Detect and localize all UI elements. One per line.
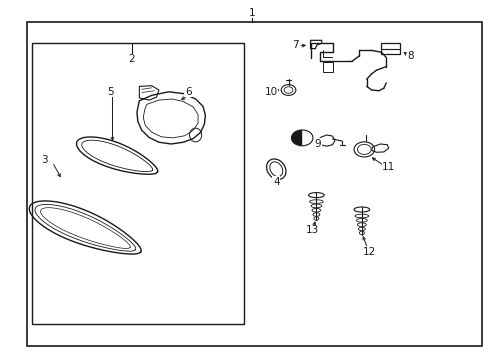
Wedge shape [291, 130, 302, 146]
Text: 3: 3 [41, 155, 47, 165]
Text: 13: 13 [305, 225, 318, 235]
Text: 5: 5 [106, 87, 113, 97]
Text: 2: 2 [128, 54, 135, 64]
Text: 6: 6 [184, 87, 191, 97]
Text: 9: 9 [314, 139, 321, 149]
Bar [381, 43, 399, 54]
Bar [322, 62, 333, 72]
Text: 4: 4 [272, 177, 279, 187]
Text: 7: 7 [292, 40, 299, 50]
Bar [32, 43, 244, 324]
Text: 8: 8 [407, 51, 413, 61]
Text: 11: 11 [381, 162, 395, 172]
Text: 10: 10 [264, 87, 277, 97]
Text: 12: 12 [362, 247, 375, 257]
Text: 1: 1 [248, 8, 255, 18]
